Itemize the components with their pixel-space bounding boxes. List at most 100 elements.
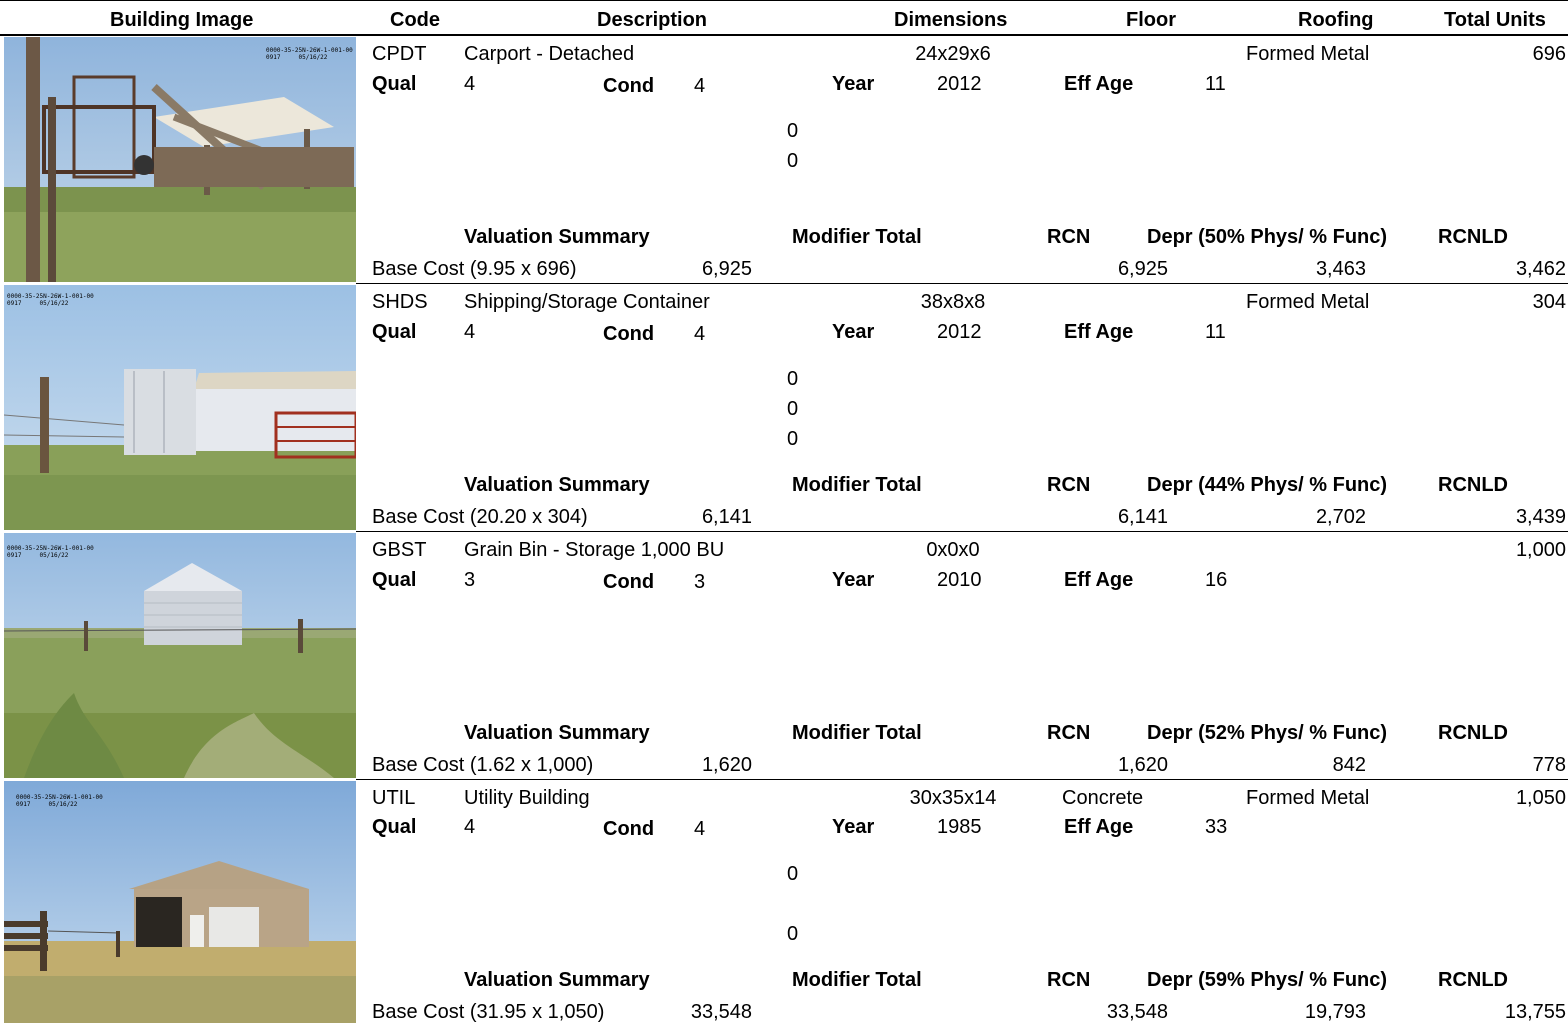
total-units-value: 1,050 — [1515, 787, 1566, 809]
eff-age-label: Eff Age — [1064, 73, 1134, 95]
dimensions-value: 38x8x8 — [920, 291, 986, 313]
modifier-total-label: Modifier Total — [792, 722, 922, 744]
code-value: GBST — [372, 539, 427, 561]
cond-label: Cond — [603, 323, 655, 345]
rcnld-value: 778 — [1532, 754, 1566, 776]
eff-age-value: 33 — [1205, 816, 1228, 838]
cond-value: 3 — [694, 571, 706, 593]
rcn-label: RCN — [1047, 226, 1091, 248]
eff-age-value: 16 — [1205, 569, 1228, 591]
description-value: Utility Building — [464, 787, 590, 809]
year-label: Year — [832, 321, 875, 343]
header-code: Code — [390, 9, 440, 31]
base-cost-label: Base Cost (9.95 x 696) — [372, 258, 577, 280]
dimensions-value: 0x0x0 — [926, 539, 980, 561]
cond-value: 4 — [694, 818, 706, 840]
floor-value: Concrete — [1062, 787, 1144, 809]
cond-value: 4 — [694, 75, 706, 97]
cond-label: Cond — [603, 818, 655, 840]
base-cost-value: 33,548 — [690, 1001, 752, 1023]
qual-value: 4 — [464, 73, 476, 95]
modifier-value: 0 — [787, 923, 799, 945]
building-photo-utility: 0000-35-25N-26W-1-001-00 0917 05/16/22 — [4, 781, 356, 1026]
roofing-value: Formed Metal — [1246, 787, 1370, 809]
depreciation-value: 3,463 — [1315, 258, 1366, 280]
base-cost-label: Base Cost (31.95 x 1,050) — [372, 1001, 605, 1023]
header-floor: Floor — [1126, 9, 1176, 31]
code-value: SHDS — [372, 291, 428, 313]
building-photo-grain-bin: 0000-35-25N-26W-1-001-00 0917 05/16/22 — [4, 533, 356, 778]
description-value: Grain Bin - Storage 1,000 BU — [464, 539, 725, 561]
record-divider — [356, 779, 1568, 780]
modifier-value: 0 — [787, 150, 799, 172]
rcnld-label: RCNLD — [1438, 969, 1508, 991]
code-value: CPDT — [372, 43, 427, 65]
valuation-summary-label: Valuation Summary — [464, 722, 650, 744]
cond-label: Cond — [603, 571, 655, 593]
header-total-units: Total Units — [1444, 9, 1546, 31]
eff-age-value: 11 — [1205, 321, 1226, 343]
rcn-value: 1,620 — [1117, 754, 1168, 776]
building-record-grain-bin: 0000-35-25N-26W-1-001-00 0917 05/16/22 G… — [0, 533, 1568, 781]
base-cost-label: Base Cost (20.20 x 304) — [372, 506, 588, 528]
rcnld-value: 13,755 — [1504, 1001, 1566, 1023]
depreciation-value: 19,793 — [1304, 1001, 1366, 1023]
rcn-value: 33,548 — [1106, 1001, 1168, 1023]
modifier-total-label: Modifier Total — [792, 226, 922, 248]
cond-value: 4 — [694, 323, 706, 345]
rcn-label: RCN — [1047, 474, 1091, 496]
building-photo-carport: 0000-35-25N-26W-1-001-00 0917 05/16/22 — [4, 37, 356, 282]
header-description: Description — [597, 9, 708, 31]
base-cost-value: 1,620 — [701, 754, 752, 776]
rcn-value: 6,141 — [1117, 506, 1168, 528]
modifier-value: 0 — [787, 120, 799, 142]
depreciation-label: Depr (59% Phys/ % Func) — [1147, 969, 1388, 991]
code-value: UTIL — [372, 787, 416, 809]
year-value: 2012 — [937, 321, 982, 343]
column-header-row: Building Image Code Description Dimensio… — [0, 0, 1568, 36]
eff-age-label: Eff Age — [1064, 816, 1134, 838]
modifier-value: 0 — [787, 368, 799, 390]
photo-stamp: 0000-35-25N-26W-1-001-00 0917 05/16/22 — [7, 293, 94, 307]
depreciation-value: 2,702 — [1315, 506, 1366, 528]
qual-label: Qual — [372, 816, 417, 838]
year-value: 2012 — [937, 73, 982, 95]
modifier-value: 0 — [787, 398, 799, 420]
modifier-total-label: Modifier Total — [792, 969, 922, 991]
eff-age-label: Eff Age — [1064, 321, 1134, 343]
header-building-image: Building Image — [110, 9, 254, 31]
modifier-value: 0 — [787, 428, 799, 450]
modifier-total-label: Modifier Total — [792, 474, 922, 496]
record-divider — [356, 283, 1568, 284]
roofing-value: Formed Metal — [1246, 291, 1370, 313]
photo-stamp: 0000-35-25N-26W-1-001-00 0917 05/16/22 — [16, 794, 103, 808]
rcn-label: RCN — [1047, 722, 1091, 744]
base-cost-value: 6,925 — [701, 258, 752, 280]
rcn-label: RCN — [1047, 969, 1091, 991]
qual-value: 4 — [464, 321, 476, 343]
eff-age-value: 11 — [1205, 73, 1226, 95]
photo-stamp: 0000-35-25N-26W-1-001-00 0917 05/16/22 — [266, 47, 353, 61]
year-value: 2010 — [937, 569, 982, 591]
base-cost-label: Base Cost (1.62 x 1,000) — [372, 754, 594, 776]
building-record-carport: 0000-35-25N-26W-1-001-00 0917 05/16/22 C… — [0, 37, 1568, 285]
year-label: Year — [832, 816, 875, 838]
valuation-summary-label: Valuation Summary — [464, 474, 650, 496]
qual-label: Qual — [372, 321, 417, 343]
roofing-value: Formed Metal — [1246, 43, 1370, 65]
qual-label: Qual — [372, 569, 417, 591]
cond-label: Cond — [603, 75, 655, 97]
photo-stamp: 0000-35-25N-26W-1-001-00 0917 05/16/22 — [7, 545, 94, 559]
year-label: Year — [832, 569, 875, 591]
dimensions-value: 30x35x14 — [909, 787, 997, 809]
rcnld-label: RCNLD — [1438, 474, 1508, 496]
total-units-value: 1,000 — [1515, 539, 1566, 561]
rcnld-label: RCNLD — [1438, 226, 1508, 248]
description-value: Carport - Detached — [464, 43, 635, 65]
eff-age-label: Eff Age — [1064, 569, 1134, 591]
valuation-summary-label: Valuation Summary — [464, 226, 650, 248]
total-units-value: 304 — [1532, 291, 1566, 313]
header-roofing: Roofing — [1298, 9, 1374, 31]
rcnld-value: 3,439 — [1515, 506, 1566, 528]
qual-value: 4 — [464, 816, 476, 838]
